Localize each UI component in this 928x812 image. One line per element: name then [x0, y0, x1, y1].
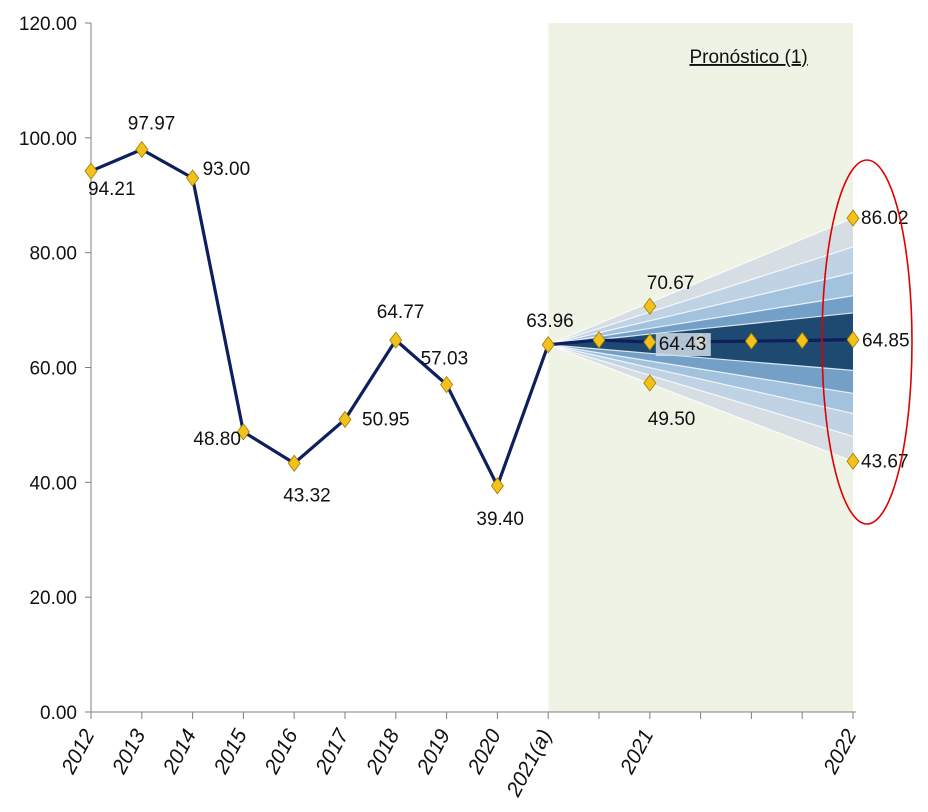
fan-band-edge: [548, 344, 854, 437]
data-point: [440, 375, 454, 394]
markers: [84, 140, 860, 495]
data-point: [643, 374, 657, 392]
data-point: [186, 169, 200, 187]
x-tick-label: 2021(a): [502, 726, 557, 802]
fan-band-edge: [547, 217, 854, 346]
data-label: 43.67: [861, 451, 909, 472]
data-point: [592, 331, 606, 349]
data-label: 86.02: [861, 208, 909, 229]
data-point: [84, 162, 98, 180]
y-tick-label: 40.00: [29, 473, 77, 494]
data-label: 49.50: [648, 409, 696, 430]
x-tick-label: 2017: [311, 724, 354, 778]
fan-band-edge: [547, 344, 854, 462]
fan-band-edge: [548, 344, 854, 394]
x-tick-label: 2020: [463, 725, 506, 778]
data-point: [135, 140, 149, 159]
fan-band-edge: [548, 344, 854, 415]
data-point: [846, 330, 860, 349]
data-label: 50.95: [362, 409, 410, 430]
fan-band-edge: [548, 344, 854, 371]
data-label: 57.03: [421, 349, 469, 370]
data-point: [541, 336, 555, 354]
data-label: 94.21: [88, 179, 136, 200]
data-point: [643, 333, 657, 351]
y-ticks: 0.00 20.00 40.00 60.00 80.00 100.00 120.00: [19, 14, 91, 724]
data-point: [338, 410, 352, 429]
data-point: [236, 423, 250, 441]
x-tick-label: 2013: [108, 725, 151, 778]
y-tick-label: 60.00: [29, 359, 77, 380]
data-point: [795, 331, 809, 350]
x-tick-label: 2014: [158, 726, 201, 779]
highlight-ellipse: [821, 159, 913, 525]
series-line: [90, 147, 854, 488]
data-label: 97.97: [128, 113, 176, 134]
x-tick-label: 2019: [412, 725, 455, 778]
y-tick-label: 0.00: [40, 703, 77, 724]
data-label: 64.43: [659, 334, 707, 355]
data-point: [744, 332, 758, 350]
data-point: [287, 454, 301, 472]
data-label: 39.40: [476, 509, 524, 530]
x-tick-label: 2012: [57, 725, 100, 778]
y-tick-label: 100.00: [19, 129, 77, 150]
y-tick-label: 20.00: [29, 588, 77, 609]
data-point: [846, 452, 860, 470]
y-tick-label: 120.00: [19, 14, 77, 35]
data-label: 64.77: [377, 302, 425, 323]
data-label: 70.67: [647, 273, 695, 294]
forecast-label: Pronóstico (1): [689, 47, 807, 68]
y-tick-label: 80.00: [29, 244, 77, 265]
x-tick-label: 2021: [616, 726, 659, 779]
data-point: [389, 331, 403, 349]
data-label-bg: [655, 333, 711, 357]
data-label: 64.85: [862, 331, 910, 352]
data-label: 93.00: [203, 159, 251, 180]
x-tick-label: 2022: [819, 725, 862, 778]
data-point: [490, 477, 504, 495]
data-labels: 94.21 97.97 93.00 48.80 43.32 50.95 64.77 57.03…: [88, 113, 910, 529]
data-label: 43.32: [283, 485, 331, 506]
x-ticks: 2012 2013 2014 2015 2016 2017 2018 2019 20202021…: [57, 712, 862, 801]
x-tick-label: 2018: [362, 725, 405, 778]
fan-band-lines: [547, 217, 854, 462]
x-tick-label: 2015: [209, 725, 252, 778]
fan-band-edge: [548, 246, 854, 346]
data-point: [846, 209, 860, 227]
x-tick-label: 2016: [260, 725, 303, 778]
data-point: [643, 297, 657, 315]
data-label: 48.80: [193, 429, 241, 450]
data-label: 63.96: [526, 311, 574, 332]
